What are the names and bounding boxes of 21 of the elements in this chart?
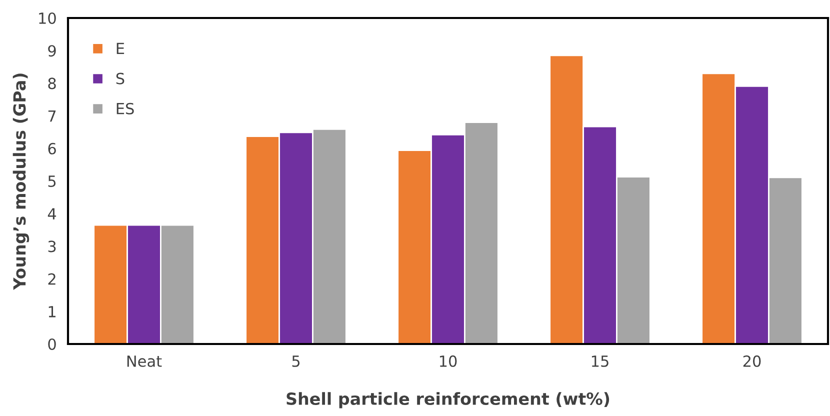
y-tick-label: 1 [48,306,56,318]
y-tick-label: 3 [48,240,56,252]
legend-label: E [116,42,124,54]
y-tick-label: 6 [48,142,56,154]
y-tick-label: 5 [48,176,56,188]
y-tick-label: 10 [39,12,56,24]
y-tick-label: 9 [48,45,56,57]
x-tick-label: 10 [440,355,457,367]
y-axis-title: Young’s modulus (GPa) [12,74,30,290]
y-tick-label: 8 [48,78,56,90]
y-tick-label: 2 [48,273,56,285]
y-tick-label: 7 [48,110,56,122]
x-tick-label: Neat [127,356,162,367]
x-tick-label: 20 [743,355,761,367]
legend-label: S [116,72,124,84]
legend-label: ES [116,102,134,114]
x-axis-title: Shell particle reinforcement (wt%) [286,392,610,408]
x-tick-label: 5 [292,356,300,367]
y-tick-label: 4 [48,208,56,220]
y-tick-label: 0 [48,338,56,350]
x-tick-label: 15 [592,356,608,367]
